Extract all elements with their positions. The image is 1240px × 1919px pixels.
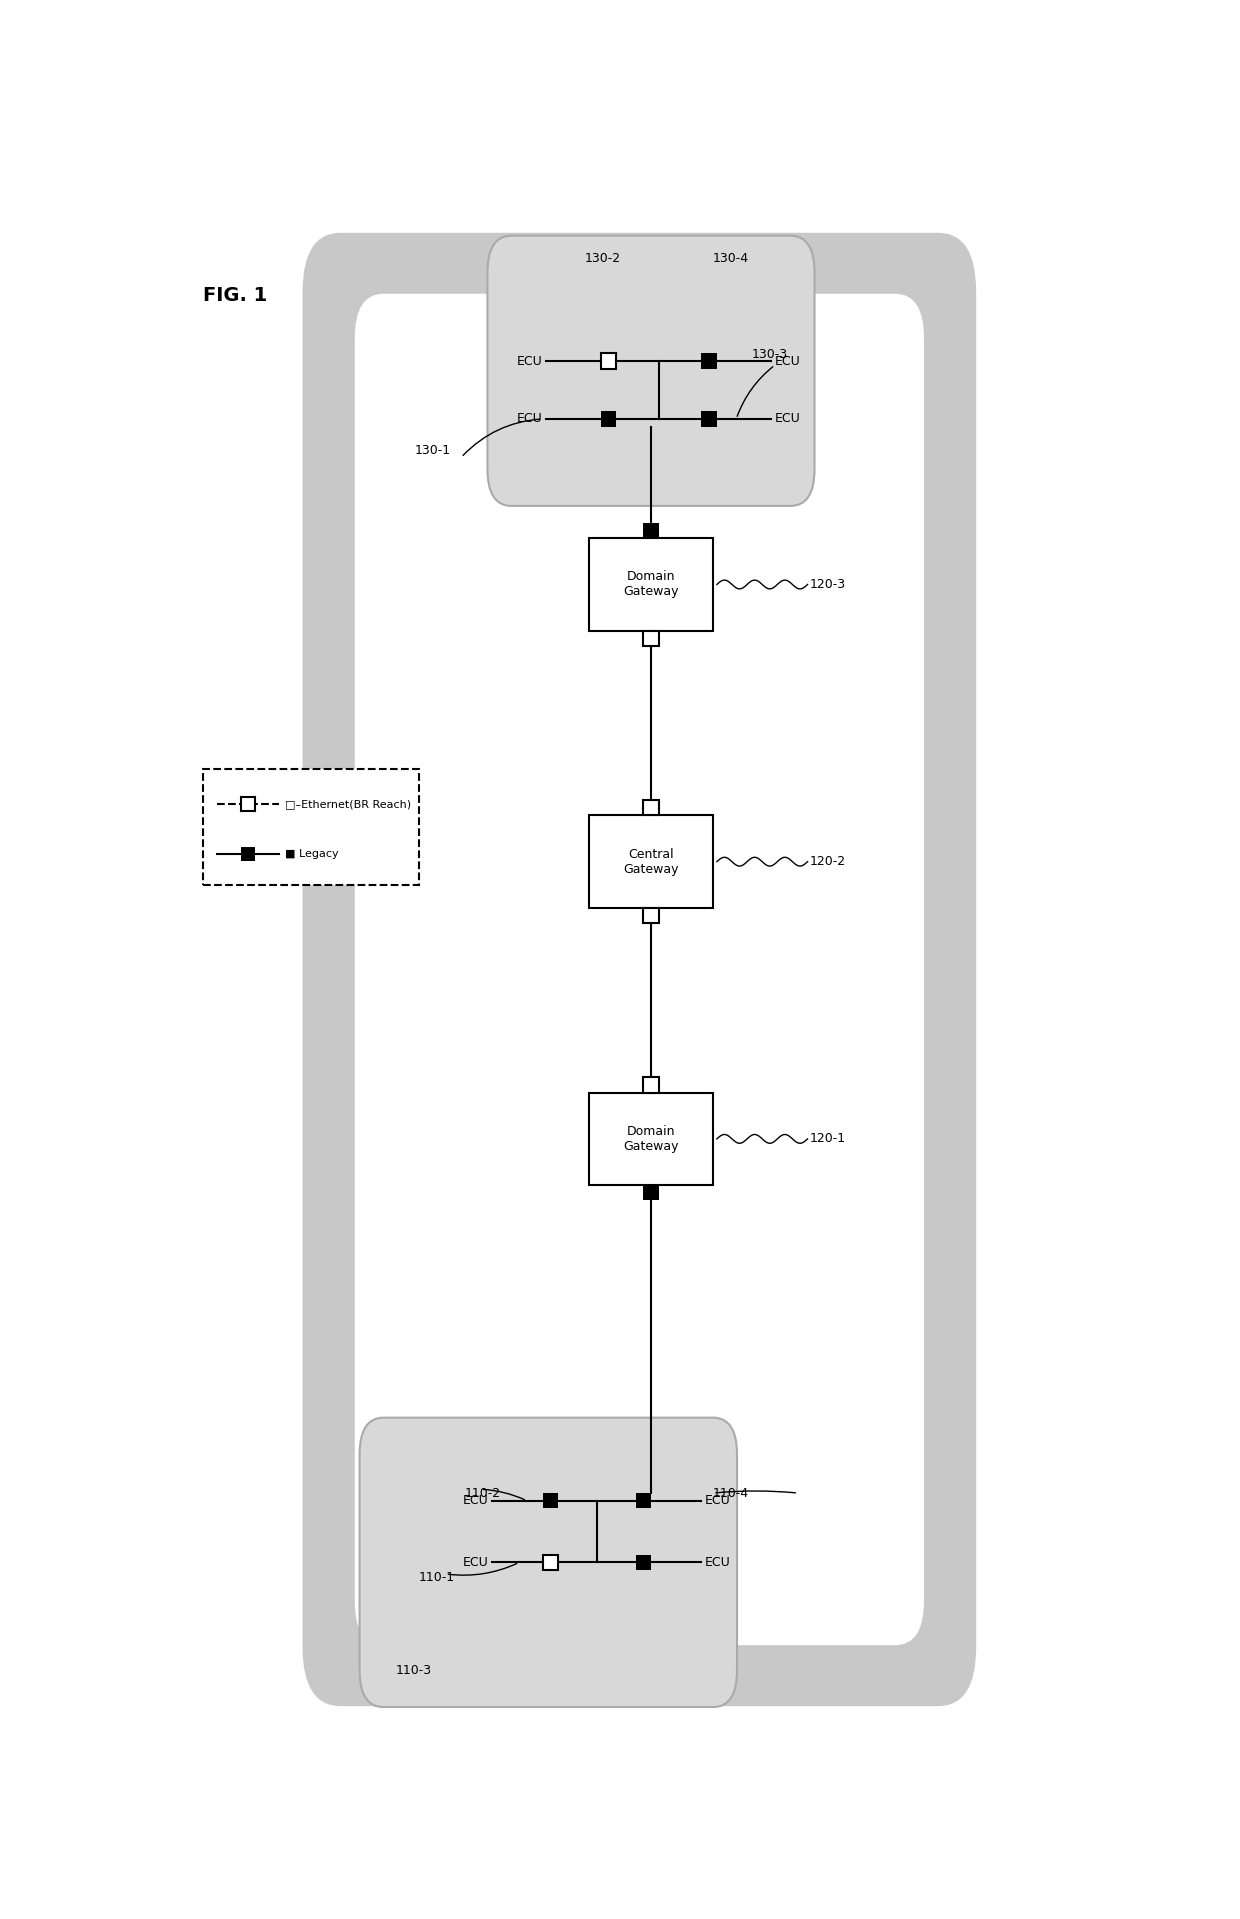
Text: ECU: ECU (463, 1495, 489, 1506)
Bar (644, 1077, 658, 1092)
Text: 130-3: 130-3 (751, 347, 787, 361)
Bar (241, 796, 255, 812)
Bar (543, 1493, 558, 1508)
Text: ECU: ECU (463, 1556, 489, 1570)
Bar (644, 908, 658, 923)
Bar (702, 411, 717, 426)
Bar (589, 816, 713, 908)
Bar (644, 800, 658, 816)
Bar (644, 1186, 658, 1201)
Text: 110-1: 110-1 (419, 1572, 455, 1585)
Bar (635, 1493, 651, 1508)
Bar (589, 1092, 713, 1186)
Bar (543, 1554, 558, 1570)
Text: 130-1: 130-1 (414, 445, 451, 457)
Bar (203, 770, 419, 885)
FancyBboxPatch shape (487, 236, 815, 507)
FancyBboxPatch shape (360, 1418, 737, 1708)
Text: Domain
Gateway: Domain Gateway (624, 1125, 678, 1153)
Text: Domain
Gateway: Domain Gateway (624, 570, 678, 599)
Bar (589, 539, 713, 631)
Text: 120-1: 120-1 (810, 1132, 846, 1146)
Text: 110-2: 110-2 (465, 1487, 501, 1499)
Text: ECU: ECU (775, 413, 801, 426)
Text: 120-2: 120-2 (810, 856, 846, 867)
Text: ECU: ECU (517, 355, 543, 368)
Text: FIG. 1: FIG. 1 (203, 286, 268, 305)
Text: Central
Gateway: Central Gateway (624, 848, 678, 875)
Text: 130-2: 130-2 (585, 251, 621, 265)
Bar (241, 846, 255, 862)
Text: ECU: ECU (775, 355, 801, 368)
FancyBboxPatch shape (303, 232, 976, 1706)
Bar (644, 522, 658, 539)
Bar (702, 353, 717, 368)
Bar (600, 411, 616, 426)
Bar (644, 631, 658, 647)
FancyBboxPatch shape (355, 294, 924, 1645)
Text: ECU: ECU (517, 413, 543, 426)
Bar (635, 1554, 651, 1570)
Text: 110-4: 110-4 (713, 1487, 749, 1499)
Text: ■ Legacy: ■ Legacy (285, 848, 339, 860)
Bar (600, 353, 616, 368)
Text: 130-4: 130-4 (713, 251, 749, 265)
Text: 110-3: 110-3 (396, 1664, 432, 1677)
Text: 120-3: 120-3 (810, 578, 846, 591)
Text: □–Ethernet(BR Reach): □–Ethernet(BR Reach) (285, 798, 412, 810)
Text: ECU: ECU (706, 1556, 732, 1570)
Text: ECU: ECU (706, 1495, 732, 1506)
